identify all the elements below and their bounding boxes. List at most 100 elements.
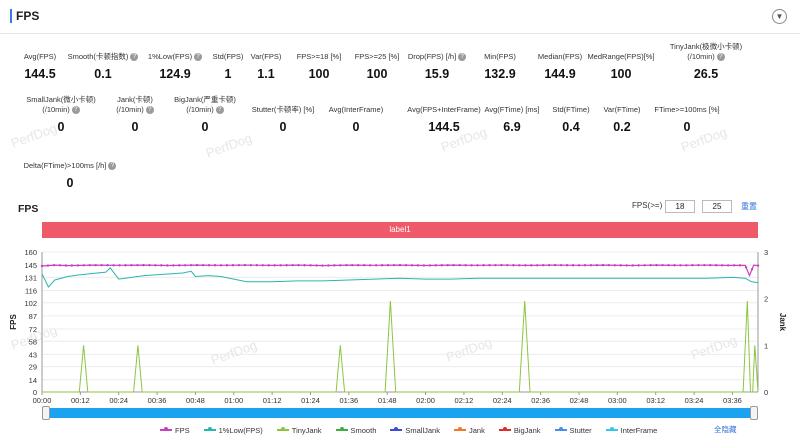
fps-point xyxy=(452,263,455,267)
metric-label-text: Drop(FPS) [/h] xyxy=(407,52,457,61)
metric-label-text: MedRange(FPS)[%] xyxy=(587,52,655,61)
metric-label: Var(FPS) xyxy=(206,52,326,62)
label-bar[interactable]: label1 xyxy=(42,222,758,238)
metric-value: 0 xyxy=(57,120,65,134)
metric-label: Smooth(卡顿指数)? xyxy=(43,52,163,62)
metric-label: FTime>=100ms [%] xyxy=(627,105,747,115)
help-icon[interactable]: ? xyxy=(130,53,139,61)
fps-point xyxy=(422,264,426,267)
fps-point xyxy=(237,263,241,267)
y-tick-label: 43 xyxy=(29,350,37,359)
y2-tick-label: 0 xyxy=(764,388,768,397)
fps-point xyxy=(732,264,736,267)
y2-tick-label: 1 xyxy=(764,341,768,350)
y-axis-label: FPS xyxy=(9,314,18,330)
metric-label-text: FPS>=25 [%] xyxy=(354,52,400,61)
fps-point xyxy=(553,263,557,267)
fps-point xyxy=(494,263,497,267)
legend-label: Jank xyxy=(468,425,485,435)
fps-point xyxy=(631,264,634,267)
metric-label-text: Avg(FPS) xyxy=(23,52,57,61)
metric-value: 0.1 xyxy=(94,67,112,81)
fps-point xyxy=(249,263,253,267)
metric-row1-10: MedRange(FPS)[%] 100 xyxy=(561,52,681,81)
legend-item-low1[interactable]: 1%Low(FPS) xyxy=(203,424,263,436)
fps-point xyxy=(512,264,515,267)
fps-point xyxy=(589,264,593,267)
fps-threshold-input-1[interactable]: 18 xyxy=(665,200,695,213)
help-icon[interactable]: ? xyxy=(145,106,154,114)
metric-value: 132.9 xyxy=(484,67,516,81)
fps-point xyxy=(273,264,276,267)
fps-point xyxy=(536,264,539,267)
metric-label-text: 1%Low(FPS) xyxy=(147,52,193,61)
y-tick-label: 160 xyxy=(24,248,37,257)
metric-value: 144.9 xyxy=(544,67,576,81)
legend-item-smooth[interactable]: Smooth xyxy=(335,424,376,436)
metric-label-text: Stutter(卡顿率) [%] xyxy=(251,105,315,114)
fps-point xyxy=(726,264,730,267)
section-title: FPS xyxy=(16,9,40,23)
chevron-down-icon[interactable]: ▼ xyxy=(772,9,787,24)
fps-point xyxy=(542,264,545,267)
scrollbar-handle-left[interactable] xyxy=(42,406,50,420)
legend-swatch-icon xyxy=(554,427,567,431)
fps-point xyxy=(213,264,217,267)
legend-item-bigjank[interactable]: BigJank xyxy=(498,424,541,436)
accent-bar xyxy=(10,9,12,23)
legend-label: FPS xyxy=(175,425,190,435)
metric-row2-3: Stutter(卡顿率) [%] 0 xyxy=(223,105,343,134)
series-line-fps xyxy=(41,264,759,278)
fps-point xyxy=(82,264,85,267)
fps-point xyxy=(488,264,491,267)
fps-point xyxy=(243,263,247,267)
fps-point xyxy=(106,264,109,267)
fps-point xyxy=(142,263,145,267)
legend-item-jank[interactable]: Jank xyxy=(453,424,485,436)
fps-point xyxy=(303,264,306,267)
help-icon[interactable]: ? xyxy=(194,53,203,61)
legend-label: Stutter xyxy=(569,425,592,435)
legend-item-stutter[interactable]: Stutter xyxy=(554,424,592,436)
series-line-tinyjank xyxy=(42,300,759,393)
help-icon[interactable]: ? xyxy=(716,53,725,61)
fps-point xyxy=(255,264,258,267)
x-tick-label: 03:00 xyxy=(608,396,627,405)
fps-point xyxy=(195,263,199,267)
fps-chart[interactable]: 0 14 29 43 58 72 87 102 116 131 145 160 0 1 2 3 00:00 00:… xyxy=(0,240,800,406)
fps-point xyxy=(201,263,205,267)
fps-point xyxy=(100,263,103,267)
fps-point xyxy=(207,264,211,267)
fps-point xyxy=(673,264,676,267)
metric-label-unit: (/10min) xyxy=(687,52,715,61)
metric-row1-2: 1%Low(FPS)? 124.9 xyxy=(115,52,235,81)
timeline-scrollbar[interactable] xyxy=(42,408,758,418)
fps-point xyxy=(458,263,461,267)
fps-point xyxy=(697,263,700,267)
fps-point xyxy=(225,264,229,267)
metric-value: 144.5 xyxy=(428,120,460,134)
x-tick-label: 00:12 xyxy=(71,396,90,405)
metric-label-text: Var(FTime) xyxy=(603,105,641,114)
fps-point xyxy=(721,264,724,267)
hide-all-button[interactable]: 全隐藏 xyxy=(714,425,737,434)
fps-point xyxy=(756,264,760,267)
help-icon[interactable]: ? xyxy=(108,162,117,170)
legend-item-fps[interactable]: FPS xyxy=(160,424,190,436)
metric-label: MedRange(FPS)[%] xyxy=(561,52,681,62)
help-icon[interactable]: ? xyxy=(215,106,224,114)
help-icon[interactable]: ? xyxy=(458,53,467,61)
fps-point xyxy=(583,264,587,267)
metric-row3-0: Delta(FTime)>100ms [/h]? 0 xyxy=(10,161,130,190)
reset-button[interactable]: 重置 xyxy=(741,202,757,211)
legend-item-interframe[interactable]: InterFrame xyxy=(605,424,657,436)
help-icon[interactable]: ? xyxy=(71,106,80,114)
metric-row2-1: Jank(卡顿) (/10min)? 0 xyxy=(75,95,195,134)
legend-item-smalljank[interactable]: SmallJank xyxy=(390,424,440,436)
fps-threshold-input-2[interactable]: 25 xyxy=(702,200,732,213)
scrollbar-handle-right[interactable] xyxy=(750,406,758,420)
fps-point xyxy=(94,263,97,267)
fps-point xyxy=(52,263,56,267)
legend-item-tinyjank[interactable]: TinyJank xyxy=(276,424,322,436)
fps-point xyxy=(750,268,754,271)
